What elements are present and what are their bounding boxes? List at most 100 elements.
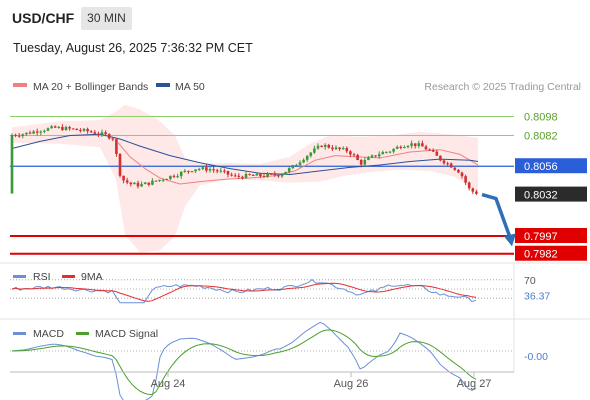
candle-body [14,134,17,136]
candle-body [388,151,392,153]
candle-body [97,133,100,135]
candle-body [230,174,233,176]
candle-body [107,134,111,139]
candle-body [89,131,93,133]
candle-body [356,154,359,160]
candle-body [79,130,82,132]
candle-body [35,131,39,133]
chart-header: USD/CHF 30 MIN [0,0,590,36]
candle-body [399,146,403,148]
candle-body [327,144,331,148]
candle-body [244,173,248,179]
candle-body [428,149,431,151]
level-label-0.8056: 0.8056 [524,161,558,173]
candle-body [158,179,161,181]
candle-body [392,148,395,152]
candle-body [460,172,464,177]
candle-body [291,165,295,169]
x-tick-label: Aug 26 [334,378,369,390]
candle-body [100,132,104,135]
candle-body [50,126,53,129]
candle-body [111,138,115,140]
candle-body [154,180,158,182]
candle-body [233,175,237,177]
candle-body [147,182,151,185]
candle-body [39,131,43,133]
candle-body [129,182,133,185]
candle-body [323,144,327,147]
ma20-legend-swatch [13,83,27,87]
candle-body [46,128,50,131]
candle-body [359,159,363,165]
candle-body [406,145,410,148]
ma50-legend-label: MA 50 [175,81,205,93]
candle-body [161,179,165,181]
candle-body [208,169,212,171]
candle-body [349,151,352,155]
candle-body [446,163,449,165]
symbol-title: USD/CHF [12,10,75,26]
candle-body [259,173,262,177]
candle-body [64,127,68,131]
rsi-line [11,278,477,304]
candle-body [374,155,377,157]
level-tag-0.8056 [515,158,587,174]
candle-body [413,143,417,147]
candle-body [377,154,381,157]
candle-body [251,174,255,176]
candle-body [179,171,183,177]
macd-signal-legend-swatch [76,332,89,335]
candle-body [295,164,298,166]
rsi-ma-line [11,282,477,302]
forecast-arrow [481,192,516,247]
rsi-legend-swatch [13,275,26,278]
candle-body [269,173,273,175]
level-tag-0.7997 [515,227,587,243]
candle-body [71,128,75,130]
candle-body [176,176,179,178]
candle-body [118,154,122,176]
candle-body [93,132,97,134]
candle-body [471,188,475,192]
candle-body [187,170,190,172]
x-tick-label: Aug 24 [151,378,186,390]
forecast-arrow-line [481,192,512,238]
timeframe-button[interactable]: 30 MIN [81,7,132,30]
candle-body [341,148,345,150]
candle-body [316,145,320,149]
rsi-legend-label: RSI [33,271,51,283]
candle-body [237,175,241,177]
candle-body [215,170,219,172]
candle-body [298,162,302,165]
candle-body [435,151,439,156]
candle-body [190,171,194,173]
candle-body [172,175,176,177]
candle-body [201,167,205,169]
macd-current-label: -0.00 [524,351,548,363]
candle-body [331,147,334,150]
candle-body [68,127,71,129]
candle-body [417,143,421,147]
rsi-tick-70: 70 [524,275,536,287]
level-label-0.8098: 0.8098 [524,112,558,124]
rsi-ma-legend-label: 9MA [81,271,103,283]
candle-body [345,148,349,152]
candle-body [457,169,460,173]
candle-body [143,182,147,185]
candle-body [104,132,107,135]
candle-body [284,171,287,175]
candle-body [338,147,341,149]
credit-text: Research © 2025 Trading Central [424,81,581,93]
ma50-legend-swatch [156,83,170,87]
candle-body [424,146,428,150]
macd-panel: -0.00 [10,321,548,400]
candle-body [381,152,385,155]
x-tick-label: Aug 27 [457,378,492,390]
macd-signal-legend-label: MACD Signal [95,328,158,340]
candles [10,124,478,196]
ma50-line [11,133,479,176]
candle-body [277,175,280,177]
candle-body [183,170,187,172]
rsi-panel: 70 36.37 [10,275,550,304]
